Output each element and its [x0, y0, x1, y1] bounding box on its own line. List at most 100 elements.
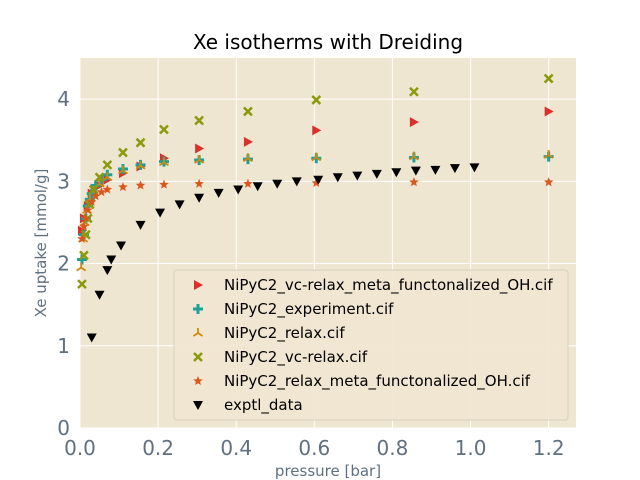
grid-lines: [79, 58, 576, 429]
data-point: [135, 220, 146, 230]
legend-item: NiPyC2_experiment.cif: [193, 300, 394, 319]
data-point: [155, 208, 166, 218]
data-point: [194, 154, 205, 164]
data-point: [233, 185, 244, 195]
data-point: [81, 213, 91, 223]
series-2: [76, 150, 554, 272]
data-point: [371, 169, 382, 179]
data-point: [311, 95, 322, 105]
data-point: [409, 177, 419, 187]
data-point: [311, 177, 322, 188]
legend-marker: [193, 376, 203, 386]
data-point: [409, 117, 419, 128]
x-tick-label: 0.4: [220, 436, 252, 460]
y-axis-label: Xe uptake [mmol/g]: [32, 169, 50, 318]
legend-marker: [193, 401, 203, 410]
data-point: [544, 106, 554, 117]
data-point: [311, 152, 322, 162]
data-point: [86, 333, 97, 343]
data-point: [243, 136, 253, 147]
data-point: [90, 191, 101, 201]
data-point: [352, 171, 363, 181]
data-point: [409, 86, 419, 97]
legend-label: NiPyC2_experiment.cif: [224, 300, 394, 319]
data-point: [135, 180, 146, 190]
x-tick-label: 1.2: [533, 436, 565, 460]
data-point: [242, 153, 253, 163]
legend-label: NiPyC2_relax.cif: [224, 324, 345, 343]
data-point: [194, 193, 205, 203]
legend-item: NiPyC2_vc-relax_meta_functonalized_OH.ci…: [194, 276, 553, 295]
chart-title: Xe isotherms with Dreiding: [193, 30, 463, 54]
data-point: [291, 177, 302, 187]
x-axis-label: pressure [bar]: [275, 462, 381, 480]
x-tick-label: 0.2: [142, 436, 174, 460]
data-point: [159, 179, 169, 189]
data-point: [332, 173, 343, 183]
x-tick-label: 0.6: [298, 436, 330, 460]
x-tick-label: 0.8: [377, 436, 409, 460]
legend-label: NiPyC2_vc-relax.cif: [224, 348, 368, 367]
y-tick-label: 2: [57, 252, 70, 276]
legend-marker: [194, 280, 203, 290]
data-point: [313, 175, 324, 185]
data-point: [86, 196, 97, 206]
data-point: [102, 266, 113, 276]
data-point: [94, 172, 105, 183]
data-point: [94, 290, 105, 300]
data-point: [213, 188, 224, 198]
x-tick-label: 1.0: [455, 436, 487, 460]
data-point: [117, 165, 128, 175]
legend: NiPyC2_vc-relax_meta_functonalized_OH.ci…: [173, 269, 569, 421]
data-point: [102, 160, 113, 170]
legend-item: NiPyC2_vc-relax.cif: [193, 348, 368, 367]
legend-marker: [193, 328, 203, 337]
series-4: [77, 177, 554, 243]
data-point: [272, 179, 283, 189]
data-point: [135, 160, 146, 170]
data-point: [174, 200, 185, 210]
data-point: [243, 106, 253, 117]
data-point: [79, 221, 89, 231]
data-point: [135, 137, 146, 148]
tick-labels: 0.0 0.2 0.4 0.6 0.8 1.0 1.2 0 1 2 3 4: [57, 87, 564, 460]
legend-item: NiPyC2_relax_meta_functonalized_OH.cif: [193, 372, 531, 391]
data-point: [469, 163, 480, 173]
data-point: [96, 187, 107, 197]
data-point: [543, 150, 554, 159]
data-point: [79, 250, 89, 261]
data-point: [543, 73, 554, 84]
data-point: [543, 177, 554, 187]
data-point: [77, 233, 87, 243]
data-point: [391, 168, 402, 178]
legend-label: NiPyC2_relax_meta_functonalized_OH.cif: [224, 372, 531, 391]
y-tick-label: 0: [57, 416, 70, 440]
data-point: [77, 279, 87, 289]
data-point: [83, 205, 93, 215]
data-point: [312, 125, 322, 136]
data-point: [159, 124, 169, 135]
data-point: [430, 165, 441, 175]
legend-item: exptl_data: [193, 396, 303, 415]
data-point: [76, 262, 87, 272]
data-point: [449, 164, 460, 174]
data-point: [408, 151, 419, 161]
legend-label: NiPyC2_vc-relax_meta_functonalized_OH.ci…: [224, 276, 553, 295]
data-point: [243, 178, 253, 188]
data-points: [76, 73, 554, 343]
x-tick-label: 0.0: [64, 436, 96, 460]
data-point: [118, 182, 128, 192]
data-point: [195, 143, 205, 154]
data-point: [116, 241, 127, 251]
data-point: [118, 147, 128, 158]
legend-label: exptl_data: [224, 396, 303, 415]
legend-marker: [193, 304, 203, 314]
legend-box: [173, 269, 569, 421]
series-5: [86, 163, 480, 343]
y-tick-label: 1: [57, 334, 70, 358]
data-point: [252, 182, 263, 192]
data-point: [194, 115, 205, 126]
y-tick-label: 4: [57, 87, 70, 111]
data-point: [102, 184, 113, 194]
